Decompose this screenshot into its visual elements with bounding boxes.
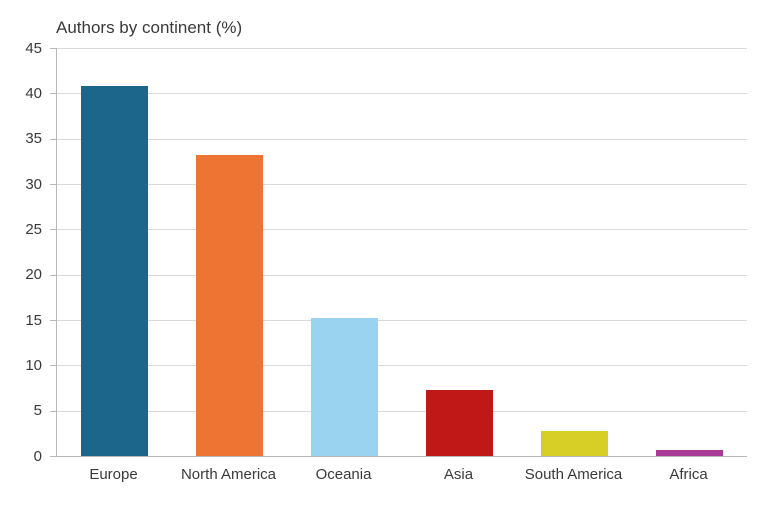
y-tick xyxy=(50,320,56,321)
y-axis-label: 15 xyxy=(0,312,42,329)
gridline xyxy=(57,411,747,412)
x-axis-label: Africa xyxy=(669,466,707,483)
y-axis-label: 0 xyxy=(0,448,42,465)
plot-area xyxy=(56,48,747,457)
x-axis-label: South America xyxy=(525,466,623,483)
authors-by-continent-chart: Authors by continent (%) 0 5 10 15 20 25 30 35 4… xyxy=(0,0,768,509)
y-tick xyxy=(50,184,56,185)
y-tick xyxy=(50,365,56,366)
gridline xyxy=(57,139,747,140)
gridline xyxy=(57,229,747,230)
y-tick xyxy=(50,411,56,412)
gridline xyxy=(57,275,747,276)
y-axis-label: 40 xyxy=(0,85,42,102)
x-axis-label: Asia xyxy=(444,466,473,483)
gridline xyxy=(57,184,747,185)
y-axis-label: 25 xyxy=(0,221,42,238)
bar xyxy=(311,318,378,456)
gridline xyxy=(57,365,747,366)
chart-title: Authors by continent (%) xyxy=(56,18,242,38)
gridline xyxy=(57,93,747,94)
bar xyxy=(656,450,723,456)
y-tick xyxy=(50,139,56,140)
x-axis-label: Europe xyxy=(89,466,137,483)
y-tick xyxy=(50,456,56,457)
bar xyxy=(196,155,263,456)
y-tick xyxy=(50,93,56,94)
x-axis-label: North America xyxy=(181,466,276,483)
y-tick xyxy=(50,229,56,230)
y-tick xyxy=(50,275,56,276)
y-axis-label: 35 xyxy=(0,130,42,147)
bar xyxy=(81,86,148,456)
y-axis-label: 5 xyxy=(0,402,42,419)
x-axis-label: Oceania xyxy=(316,466,372,483)
y-axis-label: 10 xyxy=(0,357,42,374)
y-axis-label: 20 xyxy=(0,266,42,283)
gridline xyxy=(57,48,747,49)
bar xyxy=(426,390,493,456)
gridline xyxy=(57,320,747,321)
y-axis-label: 30 xyxy=(0,176,42,193)
y-axis-label: 45 xyxy=(0,40,42,57)
y-tick xyxy=(50,48,56,49)
bar xyxy=(541,431,608,456)
